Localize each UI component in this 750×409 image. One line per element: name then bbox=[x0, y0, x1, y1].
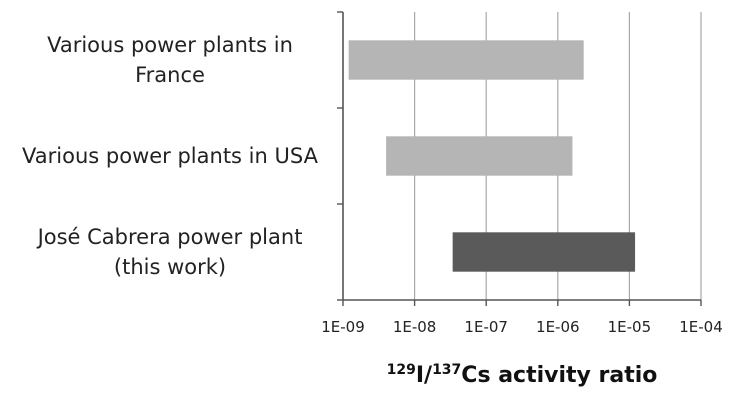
bars bbox=[348, 40, 636, 272]
x-tick-label: 1E-09 bbox=[321, 318, 365, 336]
x-tick-label: 1E-05 bbox=[608, 318, 652, 336]
category-label: José Cabrera power plant (this work) bbox=[36, 225, 303, 279]
x-tick-label: 1E-07 bbox=[464, 318, 508, 336]
axes bbox=[337, 11, 702, 306]
x-axis-title: 129I/137Cs activity ratio bbox=[387, 362, 658, 388]
category-label: Various power plants in France bbox=[47, 33, 293, 87]
x-tick-label: 1E-04 bbox=[679, 318, 723, 336]
x-tick-label: 1E-08 bbox=[393, 318, 437, 336]
range-bar bbox=[386, 136, 573, 176]
x-tick-labels: 1E-09 1E-08 1E-07 1E-06 1E-05 1E-04 bbox=[321, 318, 723, 336]
x-tick-label: 1E-06 bbox=[536, 318, 580, 336]
range-bar bbox=[348, 40, 584, 80]
category-label: Various power plants in USA bbox=[22, 144, 319, 168]
category-labels: Various power plants in France Various pow… bbox=[22, 33, 319, 279]
range-bar bbox=[452, 232, 636, 272]
